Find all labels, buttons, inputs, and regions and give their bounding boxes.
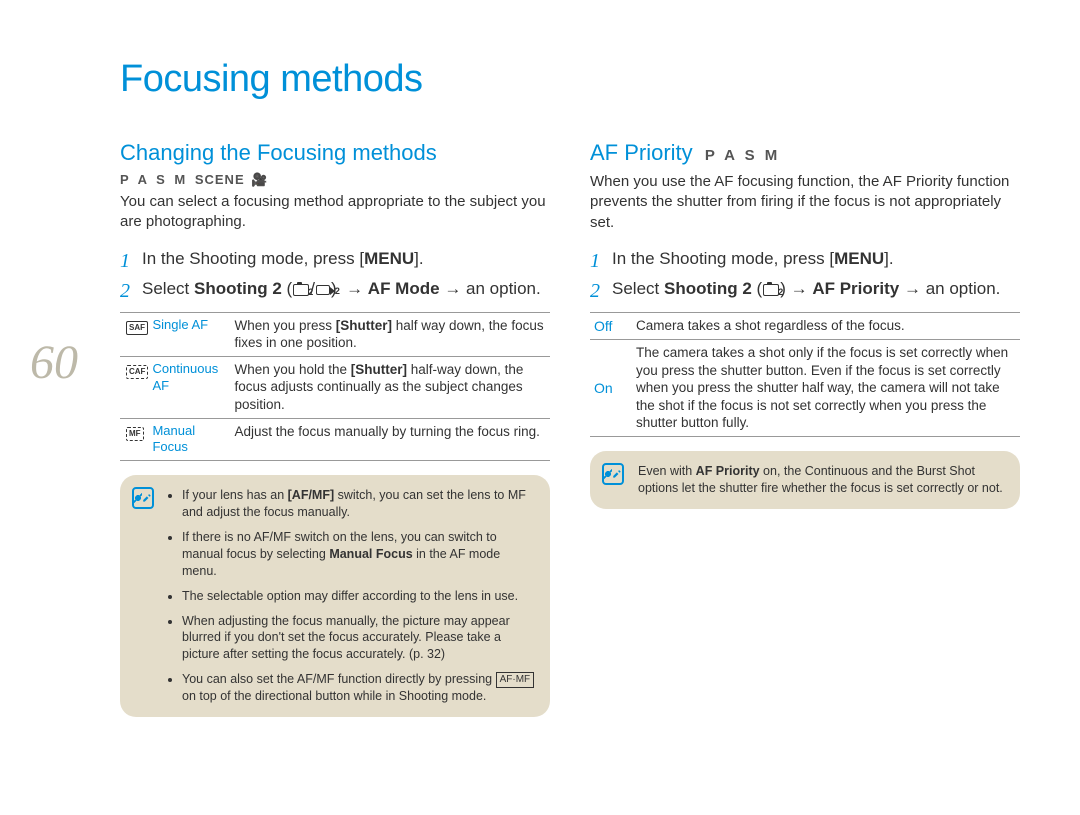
option-name: Continuous AF: [150, 356, 228, 418]
note-bold: Manual Focus: [329, 547, 412, 561]
caf-icon: CAF: [126, 365, 148, 379]
note-item: The selectable option may differ accordi…: [182, 588, 536, 605]
left-mode-subhead: P A S M SCENE 🎥: [120, 172, 550, 188]
left-column: Changing the Focusing methods P A S M SC…: [120, 140, 550, 717]
mode-letters: P A S M: [120, 172, 188, 187]
mf-icon: MF: [126, 427, 144, 441]
step-text: an option.: [461, 279, 540, 298]
desc-text: When you press: [234, 318, 335, 333]
left-steps: In the Shooting mode, press [MENU]. Sele…: [120, 247, 550, 302]
step-bold: Shooting 2: [194, 279, 282, 298]
step-text: (: [752, 279, 762, 298]
right-options-table: Off Camera takes a shot regardless of th…: [590, 312, 1020, 437]
step-text: (: [282, 279, 292, 298]
arrow-icon: →: [904, 279, 921, 298]
right-note-box: Even with AF Priority on, the Continuous…: [590, 451, 1020, 509]
step-bold: MENU: [364, 249, 414, 268]
note-item: You can also set the AF/MF function dire…: [182, 671, 536, 705]
step-text: .: [419, 249, 424, 268]
note-bold: [AF/MF]: [288, 488, 335, 502]
video2-icon: [316, 285, 330, 295]
step-bold: Shooting 2: [664, 279, 752, 298]
step-text: In the Shooting mode, press: [142, 249, 359, 268]
page-number: 60: [30, 335, 78, 390]
note-item: If your lens has an [AF/MF] switch, you …: [182, 487, 536, 521]
table-row: CAF Continuous AF When you hold the [Shu…: [120, 356, 550, 418]
step-text: In the Shooting mode, press: [612, 249, 829, 268]
manual-page: Focusing methods 60 Changing the Focusin…: [0, 0, 1080, 815]
note-item: If there is no AF/MF switch on the lens,…: [182, 529, 536, 580]
table-row: On The camera takes a shot only if the f…: [590, 340, 1020, 437]
desc-text: Adjust the focus manually by turning the…: [234, 424, 539, 439]
left-heading: Changing the Focusing methods: [120, 140, 550, 166]
left-note-box: If your lens has an [AF/MF] switch, you …: [120, 475, 550, 717]
note-bold: AF Priority: [696, 464, 760, 478]
table-row: SAF Single AF When you press [Shutter] h…: [120, 312, 550, 356]
option-desc: The camera takes a shot only if the focu…: [630, 340, 1020, 437]
note-list: If your lens has an [AF/MF] switch, you …: [168, 487, 536, 705]
saf-icon: SAF: [126, 321, 148, 335]
desc-bold: [Shutter]: [336, 318, 392, 333]
right-mode-letters: P A S M: [705, 147, 780, 164]
step-bold: MENU: [834, 249, 884, 268]
note-text: When adjusting the focus manually, the p…: [182, 614, 510, 662]
heading-text: AF Priority: [590, 140, 693, 165]
option-icon-cell: MF: [120, 418, 150, 461]
left-intro: You can select a focusing method appropr…: [120, 192, 550, 233]
arrow-icon: →: [791, 279, 808, 298]
desc-bold: [Shutter]: [351, 362, 407, 377]
right-step-2: Select Shooting 2 () → AF Priority → an …: [590, 277, 1020, 302]
option-icon-cell: SAF: [120, 312, 150, 356]
mode-video-icon: 🎥: [251, 172, 270, 187]
right-heading: AF Priority P A S M: [590, 140, 1020, 166]
page-title: Focusing methods: [120, 58, 423, 101]
left-options-table: SAF Single AF When you press [Shutter] h…: [120, 312, 550, 462]
mode-scene: SCENE: [195, 172, 245, 187]
note-item: When adjusting the focus manually, the p…: [182, 613, 536, 664]
note-text: The selectable option may differ accordi…: [182, 589, 518, 603]
option-desc: Adjust the focus manually by turning the…: [228, 418, 550, 461]
step-text: Select: [142, 279, 194, 298]
left-step-1: In the Shooting mode, press [MENU].: [120, 247, 550, 272]
right-intro: When you use the AF focusing function, t…: [590, 172, 1020, 233]
table-row: MF Manual Focus Adjust the focus manuall…: [120, 418, 550, 461]
camera2-icon: [293, 284, 309, 296]
arrow-icon: →: [346, 279, 363, 298]
option-name: Manual Focus: [150, 418, 228, 461]
step-text: Select: [612, 279, 664, 298]
option-name: Single AF: [150, 312, 228, 356]
right-steps: In the Shooting mode, press [MENU]. Sele…: [590, 247, 1020, 302]
option-desc: When you press [Shutter] half way down, …: [228, 312, 550, 356]
step-bold: AF Mode: [368, 279, 440, 298]
content-columns: Changing the Focusing methods P A S M SC…: [120, 140, 1020, 717]
option-name: Off: [590, 313, 630, 340]
option-icon-cell: CAF: [120, 356, 150, 418]
arrow-icon: →: [444, 279, 461, 298]
camera2-icon: [763, 284, 779, 296]
desc-text: When you hold the: [234, 362, 350, 377]
step-text: an option.: [921, 279, 1000, 298]
note-text: If your lens has an: [182, 488, 288, 502]
note-icon: [132, 487, 154, 509]
right-column: AF Priority P A S M When you use the AF …: [590, 140, 1020, 717]
step-bold: AF Priority: [812, 279, 899, 298]
note-text-wrap: Even with AF Priority on, the Continuous…: [638, 463, 1006, 497]
option-desc: Camera takes a shot regardless of the fo…: [630, 313, 1020, 340]
right-step-1: In the Shooting mode, press [MENU].: [590, 247, 1020, 272]
table-row: Off Camera takes a shot regardless of th…: [590, 313, 1020, 340]
option-name: On: [590, 340, 630, 437]
left-step-2: Select Shooting 2 (/) → AF Mode → an opt…: [120, 277, 550, 302]
afmf-button-icon: AF·MF: [496, 672, 535, 688]
step-text: .: [889, 249, 894, 268]
note-icon: [602, 463, 624, 485]
option-desc: When you hold the [Shutter] half-way dow…: [228, 356, 550, 418]
note-text: You can also set the AF/MF function dire…: [182, 672, 496, 686]
note-text: on top of the directional button while i…: [182, 689, 486, 703]
note-text: Even with: [638, 464, 696, 478]
